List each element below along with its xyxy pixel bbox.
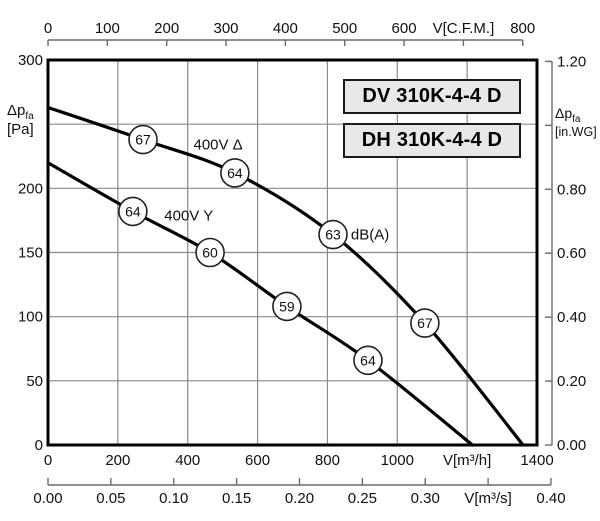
noise-level-badge: [272, 291, 302, 322]
m3s-tick-label: 0.05: [96, 490, 125, 507]
noise-level-badge: [220, 158, 250, 188]
noise-level-value: 63: [325, 227, 341, 243]
inwg-tick-label: 0.80: [557, 181, 586, 198]
curve-400v-delta: [46, 105, 525, 447]
inwg-tick-label: 0.60: [557, 245, 586, 262]
m3h-tick-label: 600: [245, 452, 270, 469]
pa-tick-label: 100: [18, 309, 43, 326]
inwg-title-symbol: Δp: [555, 105, 573, 121]
noise-level-badge: [195, 237, 225, 268]
model-label-dv-310k: DV 310K-4-4 D: [343, 79, 521, 114]
noise-level-value: 64: [125, 203, 141, 219]
noise-level-value: 64: [360, 352, 376, 368]
cfm-tick-label: 600: [392, 20, 417, 37]
y-axis-title-pa: Δpfa [Pa]: [7, 102, 34, 139]
noise-level-value: 60: [202, 245, 218, 261]
m3s-tick-label: 0.15: [222, 490, 251, 507]
m3s-tick-label: V[m³/s]: [464, 490, 512, 507]
inwg-tick-label: 0.40: [557, 309, 586, 326]
cfm-tick-label: 400: [273, 20, 298, 37]
noise-unit-label: dB(A): [351, 227, 389, 244]
cfm-tick-label: 500: [332, 20, 357, 37]
pa-title-symbol: Δp: [7, 102, 26, 119]
inwg-tick-label: 0.20: [557, 373, 586, 390]
m3h-tick-label: V[m³/h]: [443, 452, 491, 469]
m3h-tick-label: 800: [315, 452, 340, 469]
noise-level-badge: [410, 308, 440, 338]
inwg-title-unit: [in.WG]: [555, 124, 597, 139]
pa-title-unit: [Pa]: [7, 121, 34, 139]
pa-tick-label: 150: [18, 245, 43, 262]
noise-level-badge: [318, 219, 348, 250]
noise-level-badge: [118, 196, 148, 227]
noise-level-value: 64: [227, 165, 243, 181]
series-label-400v-delta: 400V Δ: [193, 137, 242, 154]
cfm-tick-label: V[C.F.M.]: [433, 20, 495, 37]
m3s-tick-label: 0.00: [33, 490, 62, 507]
inwg-tick-label: 1.20: [557, 53, 586, 70]
plot-frame: [46, 58, 539, 447]
inwg-title-subscript: fa: [572, 113, 581, 125]
noise-level-value: 59: [279, 298, 295, 314]
model-label-dv-text: DV 310K-4-4 D: [362, 85, 502, 107]
cfm-tick-label: 300: [214, 20, 239, 37]
pa-tick-label: 200: [18, 180, 43, 197]
noise-level-badge: [128, 124, 158, 155]
pa-tick-label: 0: [35, 437, 43, 454]
m3h-tick-label: 0: [44, 452, 52, 469]
m3h-tick-label: 1000: [381, 452, 414, 469]
pa-tick-label: 50: [26, 373, 43, 390]
m3h-tick-label: 200: [105, 452, 130, 469]
noise-level-badge: [353, 345, 383, 376]
model-label-dh-310k: DH 310K-4-4 D: [343, 123, 521, 158]
m3s-tick-label: 0.25: [348, 490, 377, 507]
inwg-tick-label: 0.00: [557, 437, 586, 454]
cfm-tick-label: 200: [154, 20, 179, 37]
cfm-tick-label: 100: [95, 20, 120, 37]
y-axis-title-inwg: Δpfa [in.WG]: [555, 105, 597, 139]
m3s-tick-label: 0.40: [536, 490, 565, 507]
noise-level-value: 67: [135, 132, 151, 148]
model-label-dh-text: DH 310K-4-4 D: [361, 129, 503, 151]
m3s-tick-label: 0.30: [411, 490, 440, 507]
m3h-tick-label: 1400: [520, 452, 553, 469]
m3h-tick-label: 400: [175, 452, 200, 469]
m3s-tick-label: 0.10: [159, 490, 188, 507]
cfm-tick-label: 800: [510, 20, 535, 37]
series-label-400v-y: 400V Y: [164, 207, 213, 224]
pa-title-subscript: fa: [25, 111, 34, 122]
pa-tick-label: 300: [18, 52, 43, 69]
m3s-tick-label: 0.20: [285, 490, 314, 507]
cfm-tick-label: 0: [44, 20, 52, 37]
noise-level-value: 67: [417, 315, 433, 331]
